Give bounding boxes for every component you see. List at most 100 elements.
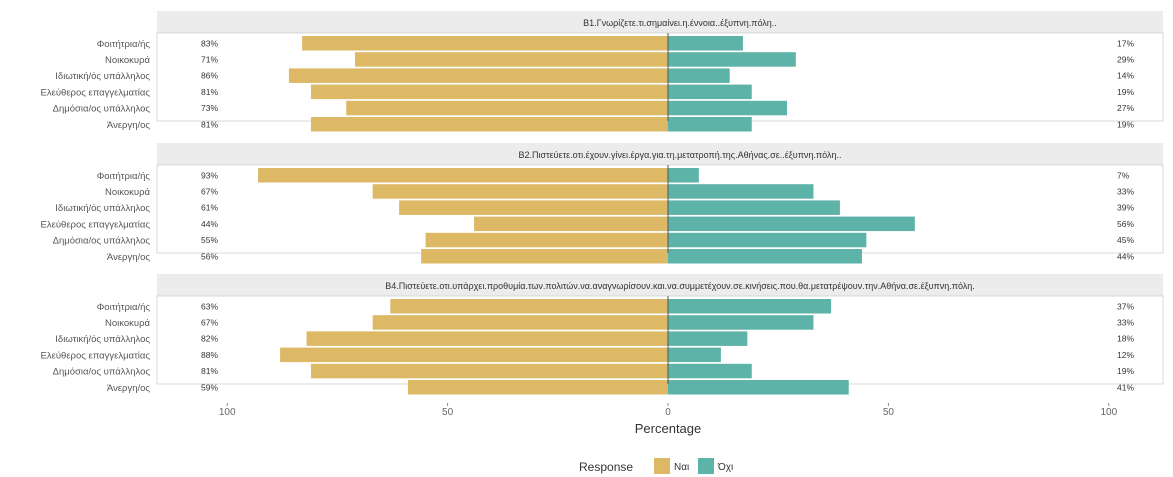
category-label: Δημόσια/ος υπάλληλος <box>53 367 151 378</box>
bar-no <box>668 315 814 330</box>
yes-percent-label: 81% <box>201 87 218 97</box>
yes-percent-label: 67% <box>201 186 218 196</box>
bar-yes <box>399 200 668 215</box>
category-label: Άνεργη/ος <box>107 252 151 263</box>
yes-percent-label: 56% <box>201 251 218 261</box>
bar-yes <box>474 216 668 232</box>
yes-percent-label: 93% <box>201 170 218 180</box>
legend-swatch <box>654 458 670 474</box>
bar-yes <box>306 331 668 346</box>
x-tick-label: 100 <box>219 407 236 418</box>
category-label: Νοικοκυρά <box>105 187 151 198</box>
panel-title: B1.Γνωρίζετε.τι.σημαίνει.η.έννοια..έξυπν… <box>583 18 777 28</box>
x-axis: 100 50 0 50 100 <box>219 403 1118 418</box>
no-percent-label: 41% <box>1117 382 1134 392</box>
bar-no <box>668 117 752 132</box>
panel-strip <box>157 274 1163 296</box>
bar-yes <box>310 84 668 100</box>
no-percent-label: 14% <box>1117 71 1134 81</box>
bar-yes <box>390 299 668 314</box>
yes-percent-label: 81% <box>201 119 218 129</box>
category-label: Ιδιωτική/ός υπάλληλος <box>55 203 150 214</box>
bar-no <box>668 380 849 395</box>
category-label: Νοικοκυρά <box>105 55 151 66</box>
yes-percent-label: 86% <box>201 71 218 81</box>
no-percent-label: 45% <box>1117 235 1134 245</box>
no-percent-label: 27% <box>1117 103 1134 113</box>
bar-no <box>668 347 721 363</box>
yes-percent-label: 44% <box>201 219 218 229</box>
bar-yes <box>280 347 668 363</box>
panel-title: B4.Πιστεύετε.οτι.υπάρχει.προθυμία.των.πο… <box>385 281 975 291</box>
no-percent-label: 18% <box>1117 334 1134 344</box>
bar-no <box>668 84 752 100</box>
bar-yes <box>310 117 668 132</box>
no-percent-label: 33% <box>1117 186 1134 196</box>
category-label: Δημόσια/ος υπάλληλος <box>53 236 151 247</box>
no-percent-label: 37% <box>1117 301 1134 311</box>
x-axis-title: Percentage <box>635 421 702 436</box>
bar-no <box>668 36 743 51</box>
chart-panels: B1.Γνωρίζετε.τι.σημαίνει.η.έννοια..έξυπν… <box>41 11 1164 395</box>
category-label: Άνεργη/ος <box>107 383 151 394</box>
no-percent-label: 12% <box>1117 350 1134 360</box>
category-label: Φοιτήτρια/ής <box>97 171 151 182</box>
bar-yes <box>310 363 668 379</box>
bar-no <box>668 68 730 83</box>
panel-3: B4.Πιστεύετε.οτι.υπάρχει.προθυμία.των.πο… <box>41 274 1164 395</box>
panel-2: B2.Πιστεύετε.οτι.έχουν.γίνει.έργα.για.τη… <box>41 143 1164 264</box>
yes-percent-label: 83% <box>201 38 218 48</box>
x-tick-label: 100 <box>1100 407 1117 418</box>
x-tick-label: 0 <box>665 407 671 418</box>
bar-yes <box>355 52 668 67</box>
bar-no <box>668 100 788 116</box>
no-percent-label: 17% <box>1117 38 1134 48</box>
category-label: Φοιτήτρια/ής <box>97 39 151 50</box>
bar-no <box>668 184 814 199</box>
category-label: Ελεύθερος επαγγελματίας <box>41 219 151 230</box>
category-label: Ιδιωτική/ός υπάλληλος <box>55 334 150 345</box>
yes-percent-label: 71% <box>201 54 218 64</box>
bar-yes <box>407 380 668 395</box>
legend: Response Ναι Όχι <box>579 458 733 474</box>
x-tick-label: 50 <box>883 407 895 418</box>
yes-percent-label: 67% <box>201 317 218 327</box>
legend-swatch <box>698 458 714 474</box>
bar-yes <box>288 68 668 83</box>
bar-no <box>668 168 699 183</box>
panel-strip <box>157 143 1163 165</box>
bar-yes <box>372 315 668 330</box>
bar-yes <box>372 184 668 199</box>
no-percent-label: 19% <box>1117 366 1134 376</box>
yes-percent-label: 63% <box>201 301 218 311</box>
no-percent-label: 56% <box>1117 219 1134 229</box>
category-label: Φοιτήτρια/ής <box>97 302 151 313</box>
bar-no <box>668 363 752 379</box>
panel-1: B1.Γνωρίζετε.τι.σημαίνει.η.έννοια..έξυπν… <box>41 11 1164 132</box>
legend-label: Όχι <box>717 462 733 473</box>
yes-percent-label: 82% <box>201 334 218 344</box>
bar-no <box>668 299 832 314</box>
bar-no <box>668 331 748 346</box>
category-label: Ιδιωτική/ός υπάλληλος <box>55 71 150 82</box>
yes-percent-label: 81% <box>201 366 218 376</box>
bar-yes <box>421 249 668 264</box>
no-percent-label: 19% <box>1117 87 1134 97</box>
x-tick-label: 50 <box>442 407 454 418</box>
bar-yes <box>425 232 668 248</box>
category-label: Ελεύθερος επαγγελματίας <box>41 350 151 361</box>
bar-no <box>668 52 796 67</box>
legend-label: Ναι <box>674 462 689 473</box>
bar-no <box>668 200 840 215</box>
bar-no <box>668 216 915 232</box>
category-label: Νοικοκυρά <box>105 318 151 329</box>
bar-yes <box>302 36 668 51</box>
no-percent-label: 7% <box>1117 170 1130 180</box>
yes-percent-label: 59% <box>201 382 218 392</box>
category-label: Ελεύθερος επαγγελματίας <box>41 87 151 98</box>
yes-percent-label: 88% <box>201 350 218 360</box>
bar-no <box>668 232 867 248</box>
category-label: Άνεργη/ος <box>107 120 151 131</box>
yes-percent-label: 61% <box>201 203 218 213</box>
